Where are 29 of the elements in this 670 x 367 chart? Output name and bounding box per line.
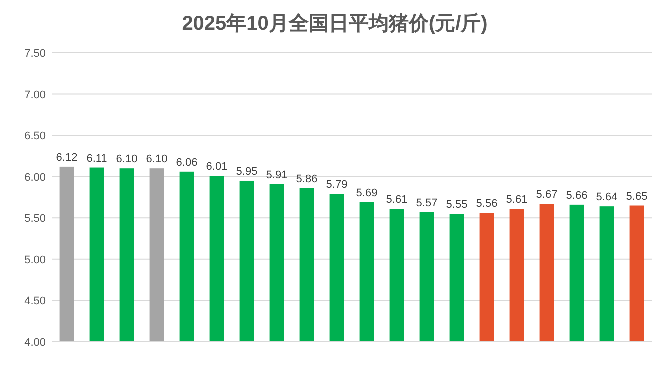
data-label: 5.61 bbox=[506, 194, 528, 206]
data-label: 5.91 bbox=[266, 169, 288, 182]
data-label: 6.11 bbox=[86, 152, 108, 165]
y-tick-label: 4.50 bbox=[24, 296, 46, 308]
y-tick-label: 7.50 bbox=[24, 48, 46, 60]
data-label: 5.67 bbox=[536, 189, 558, 202]
data-label: 5.64 bbox=[596, 192, 618, 204]
y-tick-label: 5.00 bbox=[24, 254, 46, 266]
data-label: 5.86 bbox=[296, 173, 318, 186]
data-label: 5.79 bbox=[326, 179, 348, 192]
data-label: 6.12 bbox=[56, 152, 78, 164]
data-label: 5.57 bbox=[416, 197, 438, 210]
data-label: 6.10 bbox=[116, 154, 138, 166]
data-label: 6.06 bbox=[176, 156, 198, 169]
data-label: 6.10 bbox=[146, 154, 168, 166]
data-label: 6.01 bbox=[206, 161, 228, 174]
chart-title: 2025年10月全国日平均猪价(元/斤) bbox=[182, 12, 488, 35]
y-tick-label: 5.50 bbox=[24, 213, 46, 226]
data-label: 5.55 bbox=[446, 199, 468, 212]
y-tick-label: 6.50 bbox=[24, 130, 46, 143]
y-tick-label: 6.00 bbox=[24, 172, 46, 184]
data-label: 5.69 bbox=[356, 187, 378, 200]
y-tick-label: 7.00 bbox=[24, 89, 46, 102]
data-label: 5.56 bbox=[476, 198, 498, 210]
y-tick-label: 4.00 bbox=[24, 337, 46, 349]
data-label: 5.65 bbox=[626, 190, 648, 203]
data-label: 5.66 bbox=[566, 190, 588, 202]
data-label: 5.61 bbox=[386, 194, 408, 206]
data-label: 5.95 bbox=[236, 166, 258, 178]
